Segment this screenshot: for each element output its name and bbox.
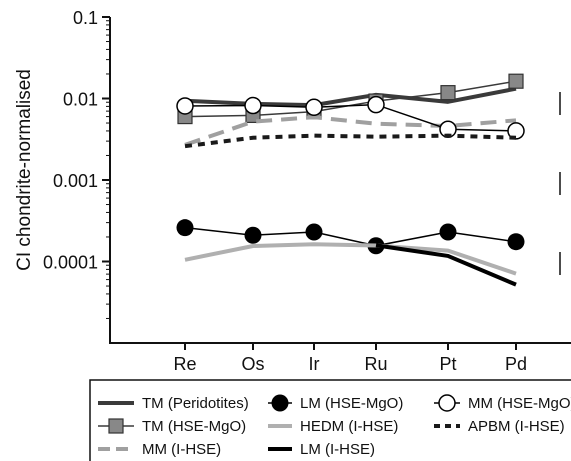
data-point: [176, 219, 194, 237]
data-point: [508, 73, 524, 89]
x-tick-label: Pd: [505, 354, 527, 374]
legend-item-tm-peridotites: TM (Peridotites): [98, 395, 249, 412]
legend-label: APBM (I-HSE): [468, 418, 565, 435]
legend-label: LM (HSE-MgO): [300, 395, 403, 412]
data-point: [507, 122, 525, 140]
y-tick-label: 0.01: [63, 90, 98, 110]
series-mm-i-hse: [184, 115, 517, 147]
legend-item-lm-hse-mgo: LM (HSE-MgO): [268, 394, 403, 412]
legend-label: HEDM (I-HSE): [300, 418, 398, 435]
legend-marker: [108, 418, 124, 434]
y-tick-label: 0.1: [73, 8, 98, 28]
legend-item-mm-i-hse: MM (I-HSE): [98, 441, 221, 458]
series-layer: [176, 73, 525, 287]
series-line: [184, 242, 517, 276]
series-line: [184, 226, 517, 247]
series-line: [184, 103, 517, 132]
legend-item-mm-hse-mgo: MM (HSE-MgO): [434, 394, 571, 412]
series-lm-i-hse: [375, 243, 517, 287]
series-line: [184, 115, 517, 147]
series-tm-peridotites: [184, 86, 517, 108]
data-point: [367, 95, 385, 114]
y-axis: 0.1 0.01 0.001 0.0001 CI chondrite-normalise…: [14, 8, 110, 319]
data-point: [507, 233, 525, 251]
x-tick-label: Pt: [439, 354, 456, 374]
legend-item-hedm-i-hse: HEDM (I-HSE): [268, 418, 398, 435]
x-tick-label: Os: [241, 354, 264, 374]
series-mm-hse-mgo: [176, 95, 525, 140]
data-point: [244, 96, 262, 115]
series-hedm-i-hse: [184, 242, 517, 276]
x-tick-label: Ir: [309, 354, 320, 374]
series-line: [184, 86, 517, 108]
y-axis-label: CI chondrite-normalised: [14, 69, 35, 271]
plot-frame: [109, 17, 571, 344]
legend-item-apbm-i-hse: APBM (I-HSE): [434, 418, 565, 435]
x-axis: Re Os Ir Ru Pt Pd: [173, 343, 527, 374]
y-tick-label: 0.001: [53, 171, 98, 191]
legend-marker: [271, 394, 289, 412]
legend-box: [89, 379, 571, 461]
series-line: [184, 133, 517, 149]
series-line: [375, 243, 517, 287]
plot-border: [109, 17, 571, 344]
legend-marker: [438, 394, 456, 412]
legend-label: MM (I-HSE): [142, 441, 221, 458]
legend-label: TM (Peridotites): [142, 395, 249, 412]
data-point: [244, 226, 262, 244]
data-point: [305, 223, 323, 241]
data-point: [440, 85, 456, 101]
data-point: [176, 97, 194, 115]
x-tick-label: Ru: [364, 354, 387, 374]
legend-label: TM (HSE-MgO): [142, 418, 246, 435]
series-apbm-i-hse: [184, 133, 517, 149]
legend-label: MM (HSE-MgO): [468, 395, 571, 412]
data-point: [305, 98, 323, 117]
y-tick-label: 0.0001: [43, 253, 98, 273]
legend-item-lm-i-hse: LM (I-HSE): [268, 441, 375, 458]
legend-item-tm-hse-mgo: TM (HSE-MgO): [98, 418, 246, 435]
data-point: [439, 223, 457, 241]
legend-label: LM (I-HSE): [300, 441, 375, 458]
legend: TM (Peridotites) TM (HSE-MgO) MM (I-HSE) LM…: [89, 379, 571, 461]
x-tick-label: Re: [173, 354, 196, 374]
